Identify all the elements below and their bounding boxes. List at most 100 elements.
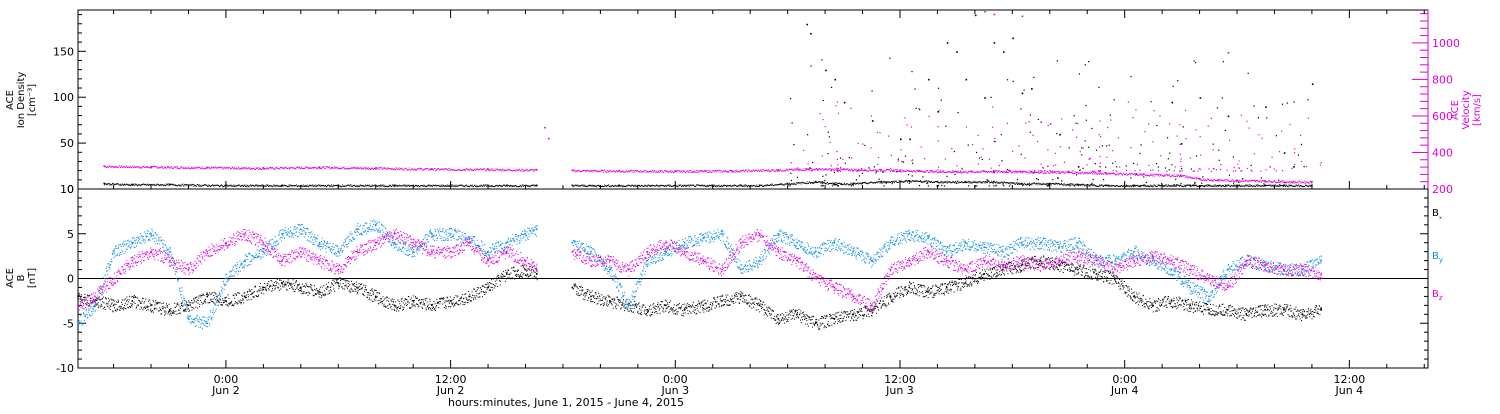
velocity-series-dot [720, 172, 721, 173]
velocity-outlier [951, 148, 952, 149]
density-series-dot [1150, 185, 1151, 186]
velocity-series-dot [1094, 173, 1095, 174]
density-series-dot [659, 186, 660, 187]
density-series-dot [480, 186, 481, 187]
velocity-series-dot [1234, 181, 1235, 182]
velocity-series-dot [744, 171, 745, 172]
bx-series-dot [222, 305, 223, 306]
density-series-dot [655, 185, 656, 186]
velocity-series-dot [1130, 174, 1131, 175]
velocity-series-dot [859, 169, 860, 170]
bx-series-dot [236, 294, 237, 295]
density-series-dot [1245, 185, 1246, 186]
velocity-outlier [1040, 121, 1042, 123]
density-series-dot [473, 186, 474, 187]
bx-series-dot [121, 307, 122, 308]
velocity-series-dot [832, 169, 833, 170]
density-series-dot [974, 182, 975, 183]
velocity-outlier [1100, 136, 1101, 137]
bx-series-dot [121, 308, 122, 309]
velocity-series-dot [800, 169, 801, 170]
density-series-dot [499, 185, 500, 186]
velocity-series-dot [1105, 172, 1106, 173]
bx-series-dot [208, 295, 209, 296]
density-series-dot [422, 185, 423, 186]
velocity-series-dot [1123, 173, 1124, 174]
velocity-series-dot [222, 167, 223, 168]
velocity-series-dot [263, 167, 264, 168]
density-outlier [1283, 185, 1284, 186]
bx-series-dot [182, 305, 183, 306]
velocity-series-dot [1267, 182, 1268, 183]
density-outlier [1069, 184, 1070, 185]
bx-series-dot [305, 287, 306, 288]
density-outlier [825, 70, 827, 72]
velocity-series-dot [851, 169, 852, 170]
density-series-dot [1132, 185, 1133, 186]
velocity-series-dot [167, 167, 168, 168]
density-outlier [1225, 185, 1226, 186]
velocity-outlier [1308, 118, 1309, 119]
velocity-outlier [858, 143, 859, 144]
velocity-series-dot [197, 167, 198, 168]
velocity-series-dot [315, 167, 316, 168]
velocity-series-dot [324, 166, 325, 167]
velocity-outlier [1043, 168, 1044, 169]
density-series-dot [341, 186, 342, 187]
density-outlier [956, 51, 958, 53]
density-series-dot [256, 184, 257, 185]
bx-series-dot [224, 300, 225, 301]
velocity-outlier [1160, 155, 1161, 156]
density-outlier [1106, 145, 1107, 146]
density-outlier [1143, 176, 1144, 177]
velocity-outlier [931, 171, 932, 172]
density-outlier [1085, 105, 1086, 106]
bx-series-dot [290, 285, 291, 286]
velocity-series-dot [1083, 173, 1084, 174]
density-series-dot [611, 186, 612, 187]
density-outlier [834, 172, 835, 173]
density-outlier [1289, 185, 1290, 186]
bx-series-dot [296, 280, 297, 281]
velocity-outlier [1169, 123, 1170, 124]
density-outlier [914, 89, 915, 90]
density-series-dot [383, 185, 384, 186]
density-outlier [1248, 73, 1249, 74]
velocity-series-dot [298, 168, 299, 169]
bx-series-dot [152, 310, 153, 311]
bx-series-dot [172, 313, 173, 314]
velocity-series-dot [794, 170, 795, 171]
bx-series-dot [263, 289, 264, 290]
velocity-series-dot [443, 169, 444, 170]
density-series-dot [1064, 183, 1065, 184]
velocity-series-dot [1186, 175, 1187, 176]
velocity-series-dot [372, 167, 373, 168]
velocity-series-dot [589, 171, 590, 172]
density-series-dot [128, 185, 129, 186]
velocity-series-dot [121, 166, 122, 167]
density-outlier [871, 90, 872, 91]
density-outlier [1177, 80, 1178, 81]
density-outlier [989, 185, 990, 186]
velocity-outlier [971, 171, 972, 172]
density-outlier [1080, 184, 1081, 185]
bx-series-dot [192, 307, 193, 308]
velocity-series-dot [520, 170, 521, 171]
velocity-series-dot [725, 170, 726, 171]
bx-series-dot [173, 313, 174, 314]
bx-series-dot [127, 304, 128, 305]
density-series-dot [988, 181, 989, 182]
density-outlier [1193, 184, 1194, 185]
velocity-series-dot [695, 171, 696, 172]
velocity-outlier [1077, 123, 1078, 124]
density-outlier [1102, 145, 1103, 146]
velocity-outlier [1130, 147, 1131, 148]
bx-series-dot [190, 305, 191, 306]
density-series-dot [1272, 185, 1273, 186]
bx-series-dot [124, 305, 125, 306]
bx-series-dot [170, 308, 171, 309]
velocity-series-dot [132, 166, 133, 167]
density-outlier [884, 185, 885, 186]
bx-series-dot [272, 290, 273, 291]
velocity-series-dot [467, 168, 468, 169]
